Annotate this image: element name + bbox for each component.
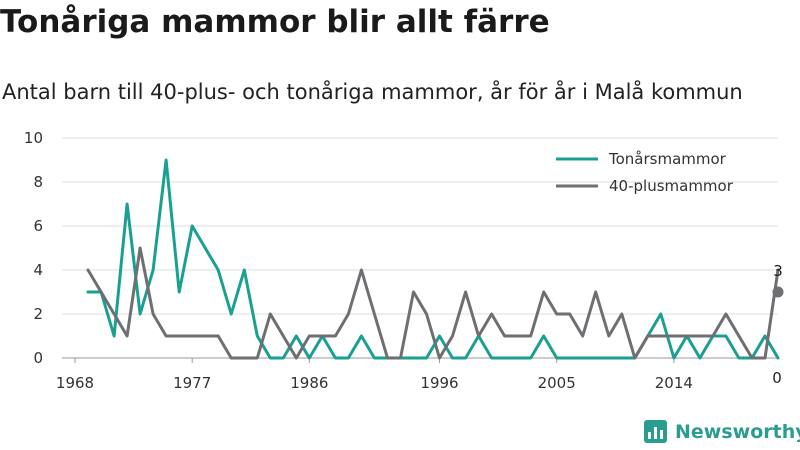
y-tick-label: 2 bbox=[33, 305, 43, 323]
legend-label-ton-rsmammor: Tonårsmammor bbox=[608, 150, 727, 168]
end-value-label: 3 bbox=[773, 262, 783, 280]
y-tick-label: 10 bbox=[24, 129, 43, 147]
chart-series-lines bbox=[86, 158, 780, 360]
x-tick-label: 1968 bbox=[56, 374, 94, 392]
y-tick-label: 8 bbox=[33, 173, 43, 191]
x-tick-label: 1977 bbox=[173, 374, 211, 392]
page-subtitle: Antal barn till 40-plus- och tonåriga ma… bbox=[2, 80, 743, 104]
newsworthy-logo-icon bbox=[644, 420, 667, 443]
brand-logo: Newsworthy bbox=[644, 420, 800, 443]
x-tick-label: 1986 bbox=[290, 374, 328, 392]
y-tick-label: 4 bbox=[33, 261, 43, 279]
y-tick-label: 0 bbox=[33, 349, 43, 367]
end-point-marker bbox=[772, 286, 784, 298]
series-line-40-plusmammor bbox=[86, 246, 780, 360]
brand-name: Newsworthy bbox=[675, 420, 800, 443]
series-line-ton-rsmammor bbox=[86, 158, 780, 360]
legend-label-40-plusmammor: 40-plusmammor bbox=[609, 177, 734, 195]
x-tick-label: 2014 bbox=[655, 374, 693, 392]
chart-end-annotation: 30 bbox=[772, 262, 784, 387]
page-title: Tonåriga mammor blir allt färre bbox=[0, 4, 550, 40]
y-tick-label: 6 bbox=[33, 217, 43, 235]
x-tick-label: 2005 bbox=[538, 374, 576, 392]
chart-grid bbox=[62, 137, 778, 363]
x-tick-label: 1996 bbox=[420, 374, 458, 392]
end-value-label: 0 bbox=[772, 369, 782, 387]
chart-tick-labels: 0246810196819771986199620052014202 bbox=[24, 129, 693, 392]
chart-legend: Tonårsmammor 40-plusmammor bbox=[556, 150, 734, 195]
